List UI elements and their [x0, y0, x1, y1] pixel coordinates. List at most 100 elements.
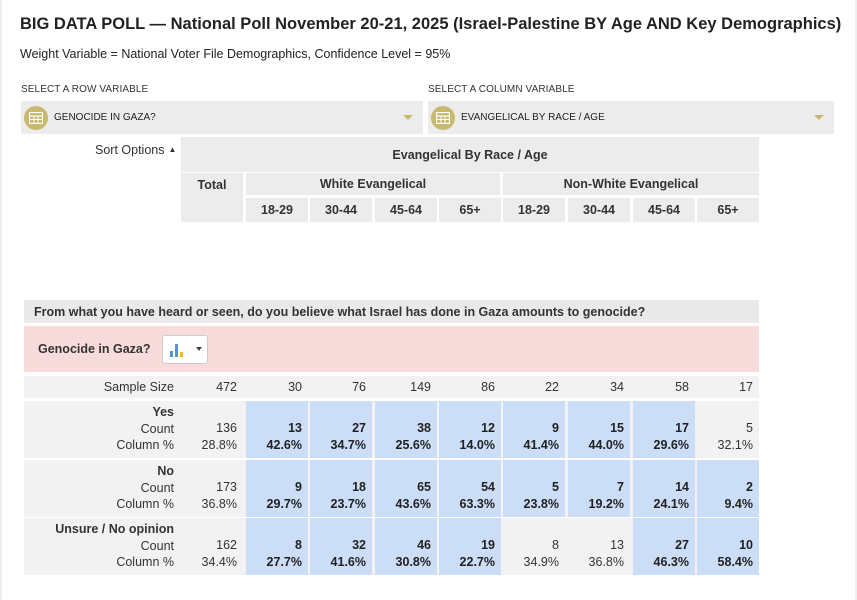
data-cell: 8 34.9%: [503, 518, 565, 575]
cell-count: 19: [481, 538, 495, 552]
table-icon: [24, 105, 48, 130]
cell-count: 54: [481, 480, 495, 494]
triangle-up-icon: ▲: [168, 145, 177, 154]
cell-count: 136: [216, 421, 237, 435]
column-pct-label: Column %: [116, 555, 174, 569]
column-variable-select[interactable]: EVANGELICAL BY RACE / AGE: [428, 101, 834, 134]
cell-pct: 63.3%: [459, 496, 495, 511]
cell-count: 13: [288, 421, 302, 435]
data-cell: 15 44.0%: [568, 401, 630, 458]
cell-pct: 30.8%: [395, 554, 431, 569]
data-cell: 19 22.7%: [439, 518, 501, 575]
data-cell: 46 30.8%: [375, 518, 437, 575]
data-cell: 136 28.8%: [181, 401, 243, 458]
row-variable-select[interactable]: GENOCIDE IN GAZA?: [21, 101, 423, 134]
question-text: From what you have heard or seen, do you…: [24, 300, 759, 323]
cell-count: 9: [295, 480, 302, 494]
sort-options-button[interactable]: Sort Options ▲: [95, 143, 176, 157]
cell-pct: 29.7%: [266, 496, 302, 511]
column-variable-label: SELECT A COLUMN VARIABLE: [428, 84, 575, 95]
data-cell: 5 32.1%: [697, 401, 759, 458]
sample-size-row: [24, 376, 759, 398]
sample-size-cell: 22: [545, 380, 559, 394]
row-name: No: [157, 464, 174, 478]
cell-pct: 36.8%: [588, 554, 624, 569]
cell-count: 12: [481, 421, 495, 435]
sample-size-cell: 472: [216, 380, 237, 394]
cell-pct: 34.7%: [330, 437, 366, 452]
sample-size-cell: 149: [410, 380, 431, 394]
cell-pct: 46.3%: [653, 554, 689, 569]
column-banner: Evangelical By Race / Age: [181, 137, 759, 172]
cell-pct: 25.6%: [395, 437, 431, 452]
row-label: Yes Count Column %: [24, 404, 178, 454]
age-header: 30-44: [568, 198, 630, 222]
age-header: 45-64: [633, 198, 695, 222]
cell-pct: 34.9%: [523, 554, 559, 569]
variable-label: Genocide in Gaza?: [38, 342, 151, 356]
data-cell: 38 25.6%: [375, 401, 437, 458]
chart-type-button[interactable]: [162, 335, 208, 364]
cell-count: 9: [552, 421, 559, 435]
data-cell: 5 23.8%: [503, 460, 565, 517]
age-header: 18-29: [246, 198, 308, 222]
column-pct-label: Column %: [116, 497, 174, 511]
cell-pct: 32.1%: [717, 437, 753, 452]
column-pct-label: Column %: [116, 438, 174, 452]
cell-count: 17: [675, 421, 689, 435]
data-cell: 13 42.6%: [246, 401, 308, 458]
sample-size-cell: 34: [610, 380, 624, 394]
sample-size-cell: 30: [288, 380, 302, 394]
cell-count: 5: [746, 421, 753, 435]
data-cell: 8 27.7%: [246, 518, 308, 575]
sample-size-label: Sample Size: [103, 380, 174, 394]
data-cell: 27 34.7%: [310, 401, 372, 458]
data-cell: 32 41.6%: [310, 518, 372, 575]
frame-border-left: [0, 0, 2, 600]
cell-pct: 42.6%: [266, 437, 302, 452]
cell-pct: 58.4%: [717, 554, 753, 569]
cell-pct: 9.4%: [724, 496, 754, 511]
cell-count: 7: [617, 480, 624, 494]
cell-pct: 41.6%: [330, 554, 366, 569]
page-subtitle: Weight Variable = National Voter File De…: [20, 47, 451, 61]
row-label: No Count Column %: [24, 463, 178, 513]
cell-pct: 36.8%: [201, 496, 237, 511]
cell-pct: 29.6%: [653, 437, 689, 452]
row-label: Unsure / No opinion Count Column %: [24, 521, 178, 571]
data-cell: 9 29.7%: [246, 460, 308, 517]
cell-count: 46: [417, 538, 431, 552]
cell-count: 65: [417, 480, 431, 494]
count-label: Count: [140, 538, 174, 553]
cell-pct: 34.4%: [201, 554, 237, 569]
cell-count: 18: [352, 480, 366, 494]
chevron-down-icon: [814, 115, 824, 120]
cell-count: 8: [552, 538, 559, 552]
data-cell: 162 34.4%: [181, 518, 243, 575]
row-variable-label: SELECT A ROW VARIABLE: [21, 84, 149, 95]
cell-pct: 24.1%: [653, 496, 689, 511]
column-variable-value: EVANGELICAL BY RACE / AGE: [461, 112, 605, 123]
cell-count: 27: [675, 538, 689, 552]
data-cell: 14 24.1%: [633, 460, 695, 517]
cell-count: 38: [417, 421, 431, 435]
cell-pct: 44.0%: [588, 437, 624, 452]
data-cell: 10 58.4%: [697, 518, 759, 575]
cell-count: 10: [739, 538, 753, 552]
group-header-white: White Evangelical: [246, 173, 500, 195]
chevron-down-icon: [196, 347, 202, 351]
cell-pct: 23.7%: [330, 496, 366, 511]
cell-pct: 14.0%: [459, 437, 495, 452]
data-cell: 9 41.4%: [503, 401, 565, 458]
sort-options-label: Sort Options: [95, 143, 165, 157]
group-header-nonwhite: Non-White Evangelical: [503, 173, 759, 195]
data-cell: 54 63.3%: [439, 460, 501, 517]
count-label: Count: [140, 421, 174, 436]
age-header: 18-29: [503, 198, 565, 222]
cell-pct: 28.8%: [201, 437, 237, 452]
total-header: Total: [181, 173, 243, 222]
age-header: 30-44: [310, 198, 372, 222]
age-header: 65+: [439, 198, 501, 222]
count-label: Count: [140, 480, 174, 495]
data-cell: 12 14.0%: [439, 401, 501, 458]
